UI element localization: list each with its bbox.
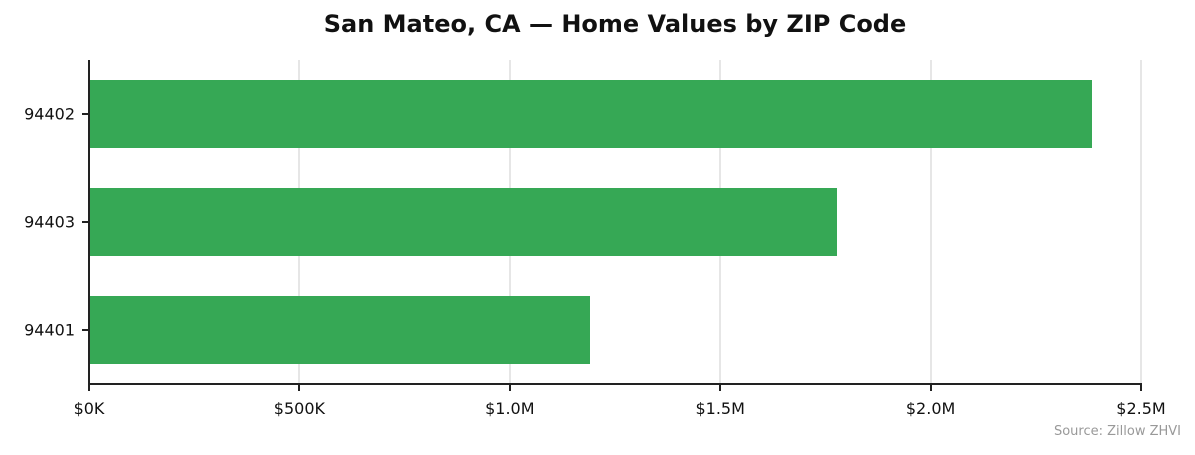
bar-94401 <box>89 296 591 364</box>
y-tick <box>82 113 88 115</box>
x-tick <box>88 385 90 391</box>
y-tick-label: 94401 <box>24 320 75 340</box>
y-tick <box>82 329 88 331</box>
x-tick <box>508 385 511 391</box>
x-tick <box>1140 385 1142 391</box>
x-tick-label: $1.5M <box>695 399 745 418</box>
y-axis-line <box>88 60 90 385</box>
y-tick-label: 94402 <box>24 104 75 124</box>
x-tick <box>719 385 722 391</box>
x-tick-label: $1.0M <box>485 399 535 418</box>
x-tick-label: $0K <box>73 399 105 418</box>
bar-94402 <box>89 80 1093 148</box>
bar-94403 <box>89 188 838 256</box>
y-tick-label: 94403 <box>24 212 75 232</box>
plot-area <box>89 60 1142 384</box>
x-tick-label: $2.5M <box>1116 399 1166 418</box>
chart-title: San Mateo, CA — Home Values by ZIP Code <box>323 10 907 38</box>
x-tick-label: $500K <box>273 399 325 418</box>
x-tick <box>298 385 301 391</box>
x-axis-line <box>88 383 1142 385</box>
gridline <box>1140 60 1142 384</box>
x-tick-label: $2.0M <box>905 399 956 418</box>
source-annotation: Source: Zillow ZHVI <box>1053 424 1181 439</box>
gridline <box>929 60 932 384</box>
x-tick <box>929 385 932 391</box>
y-tick <box>82 221 88 223</box>
